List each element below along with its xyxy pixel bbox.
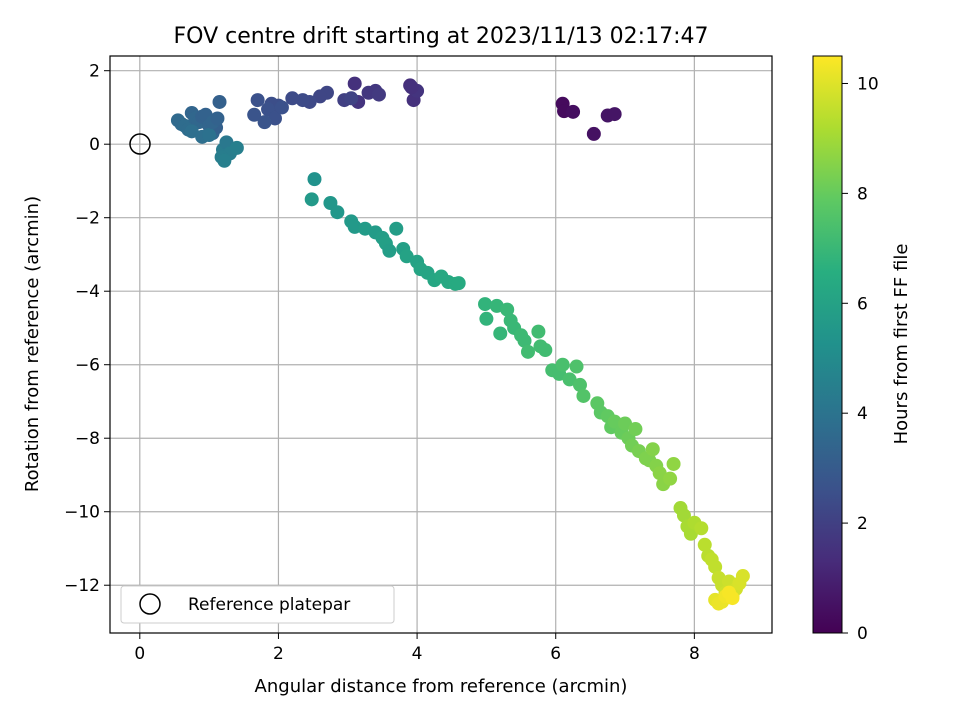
scatter-point [219,135,234,150]
colorbar-label: Hours from first FF file [891,244,912,445]
scatter-point [347,76,362,91]
scatter-point [250,93,265,108]
scatter-point [202,128,217,143]
scatter-point [708,559,723,574]
legend-box [120,585,395,624]
x-tick-label: 2 [273,644,284,664]
scatter-point [628,422,643,437]
scatter-point [725,591,740,606]
grid [110,56,772,633]
x-tick-label: 8 [689,644,700,664]
reference-marker [129,133,151,155]
y-tick-label: 2 [89,62,100,82]
scatter-point [538,343,553,358]
scatter-point [562,372,577,387]
colorbar-tick-label: 6 [857,294,868,314]
y-tick-label: −4 [75,282,100,302]
colorbar-ticks: 0 2 4 6 8 10 [842,74,879,644]
scatter-point [569,359,584,374]
scatter-point [572,377,587,392]
scatter-point [652,466,667,481]
colorbar-gradient [812,55,843,634]
scatter-point [451,276,466,291]
scatter-point [586,126,601,141]
legend: Reference platepar [120,585,395,624]
scatter-point [382,243,397,258]
colorbar-tick-label: 0 [857,624,868,644]
x-tick-label: 0 [134,644,145,664]
scatter-point [330,205,345,220]
legend-label: Reference platepar [188,595,350,615]
chart-title: FOV centre drift starting at 2023/11/13 … [174,24,709,49]
scatter-points [170,76,750,611]
scatter-point [371,87,386,102]
scatter-point [295,93,310,108]
scatter-point [531,324,546,339]
legend-marker [139,593,161,615]
scatter-point [555,357,570,372]
scatter-point [735,569,750,584]
colorbar-tick-label: 10 [857,74,879,94]
scatter-point [257,115,272,130]
y-tick-label: −8 [75,429,100,449]
scatter-point [184,124,199,139]
scatter-point [607,107,622,122]
scatter-point [607,414,622,429]
colorbar-tick-label: 4 [857,404,868,424]
scatter-point [645,442,660,457]
scatter-point [404,80,419,95]
scatter-point [217,153,232,168]
x-tick-label: 6 [550,644,561,664]
scatter-point [274,100,289,115]
scatter-point [576,388,591,403]
y-tick-label: −2 [75,209,100,229]
y-axis-label: Rotation from reference (arcmin) [22,196,43,492]
scatter-point [500,302,515,317]
scatter-point [493,326,508,341]
scatter-point [347,219,362,234]
colorbar-tick-label: 2 [857,514,868,534]
x-tick-label: 4 [412,644,423,664]
colorbar: 0 2 4 6 8 10 Hours from first FF file [812,55,912,644]
scatter-point [399,249,414,264]
x-axis-label: Angular distance from reference (arcmin) [255,676,628,697]
scatter-point [389,221,404,236]
scatter-point [566,104,581,119]
scatter-point [285,91,300,106]
scatter-point [212,94,227,109]
y-tick-label: −12 [64,576,100,596]
y-tick-label: −6 [75,356,100,376]
scatter-point [479,311,494,326]
scatter-point [344,91,359,106]
plot-frame [109,55,773,634]
scatter-point [313,89,328,104]
scatter-point [307,172,322,187]
scatter-point [694,521,709,536]
scatter-point [520,344,535,359]
scatter-point [478,297,493,312]
scatter-point [663,471,678,486]
y-tick-label: 0 [89,135,100,155]
scatter-point [618,416,633,431]
scatter-point [697,537,712,552]
y-axis-ticks: −12 −10 −8 −6 −4 −2 0 2 [64,62,110,596]
scatter-point [210,111,225,126]
scatter-point [683,526,698,541]
colorbar-tick-label: 8 [857,184,868,204]
scatter-point [229,140,244,155]
scatter-point [517,333,532,348]
x-axis-ticks: 0 2 4 6 8 [134,633,700,664]
scatter-point [666,456,681,471]
scatter-point [304,192,319,207]
y-tick-label: −10 [64,503,100,523]
scatter-point [676,508,691,523]
scatter-point [247,107,262,122]
